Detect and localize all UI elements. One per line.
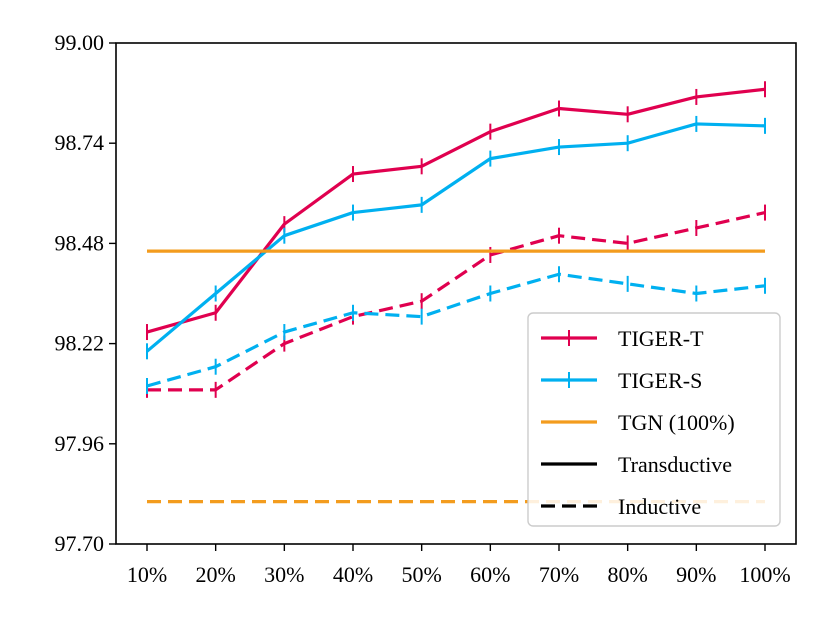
legend-box [527,312,781,527]
legend: TIGER-T TIGER-S TGN (100%) Transductive Indu… [527,312,781,527]
y-tick-label: 97.96 [55,431,105,456]
x-tick-label: 30% [264,562,304,587]
y-tick-label: 97.70 [55,531,105,556]
series-line [145,122,766,353]
x-tick-label: 60% [470,562,510,587]
x-tick-label: 40% [333,562,373,587]
plot-frame [115,42,797,545]
series-tiger-s-inductive [146,266,766,394]
x-tick-label: 90% [676,562,716,587]
x-tick-label: 10% [127,562,167,587]
legend-label: Inductive [618,494,701,519]
y-tick-label: 98.22 [55,331,105,356]
legend-item-tiger-s: TIGER-S [541,368,702,393]
x-tick-label: 80% [608,562,648,587]
x-tick-label: 100% [739,562,790,587]
y-tick-label: 98.48 [55,230,105,255]
series-tiger-t-transductive [146,81,766,341]
series-line [146,272,766,388]
legend-item-tiger-t: TIGER-T [541,326,704,351]
legend-label: TIGER-S [618,368,702,393]
axes-layer: 97.70 97.96 98.22 98.48 98.74 99.00 10% 20% 30% 4… [55,30,791,587]
x-tick-label: 20% [196,562,236,587]
legend-label: Transductive [618,452,732,477]
x-tick-label: 70% [539,562,579,587]
legend-item-transductive: Transductive [541,452,732,477]
x-tick-label: 50% [402,562,442,587]
series-line [147,211,766,392]
legend-label: TIGER-T [618,326,704,351]
series-line [146,87,766,334]
series-tiger-s-transductive [145,115,766,360]
legend-label: TGN (100%) [618,410,735,435]
y-tick-label: 99.00 [55,30,105,55]
legend-item-tgn-100: TGN (100%) [541,410,735,435]
legend-item-inductive: Inductive [541,494,701,519]
y-tick-label: 98.74 [55,130,105,155]
